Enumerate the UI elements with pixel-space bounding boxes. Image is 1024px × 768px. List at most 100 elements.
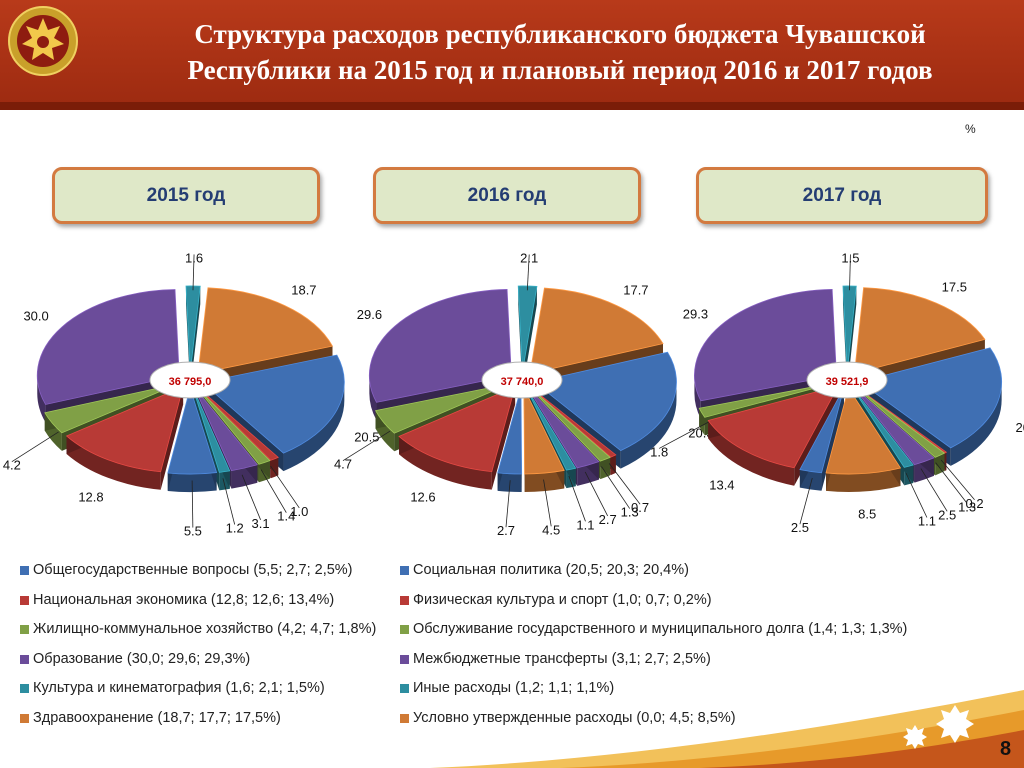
pie-slice-side: [283, 382, 345, 472]
pie-slice: Общегосударственные вопросы: 2.5: [799, 387, 845, 474]
slice-value-label: 1.0: [290, 504, 308, 519]
slice-value-label: 1.4: [277, 509, 295, 524]
legend-label: Социальная политика (20,5; 20,3; 20,4%): [413, 562, 689, 578]
label-leader-line: [526, 254, 530, 291]
legend-label: Здравоохранение (18,7; 17,7; 17,5%): [33, 709, 281, 726]
pie-slice: Здравоохранение: 18.7: [197, 287, 334, 375]
label-leader-line: [270, 465, 300, 509]
legend-right: Социальная политика (20,5; 20,3; 20,4%) Ф…: [400, 560, 1000, 730]
label-leader-line: [543, 479, 552, 527]
year-box-2015: 2015 год: [52, 167, 320, 224]
label-leader-line: [849, 254, 851, 291]
legend-label: Образование (30,0; 29,6; 29,3%): [33, 650, 251, 667]
pie-slice: Межбюджетные трансферты: 2.5: [853, 386, 935, 466]
total-label: 36 795,0: [169, 376, 212, 388]
pie-slice-side: [399, 436, 492, 490]
legend-left: Общегосударственные вопросы (5,5; 2,7; 2…: [20, 560, 390, 730]
slice-value-label: 12.6: [410, 490, 435, 505]
pie-slice: Национальная экономика: 12.8: [65, 386, 184, 473]
pie-slice: Условно утвержденные расходы: 8.5: [825, 387, 902, 475]
label-leader-line: [192, 254, 195, 291]
pie-slice: Иные расходы: 1.1: [851, 387, 914, 468]
slice-value-label: 30.0: [23, 308, 48, 323]
year-box-2016: 2016 год: [373, 167, 641, 224]
slice-value-label: 1.5: [841, 250, 859, 265]
slice-value-label: 2.7: [497, 523, 515, 538]
pie-slice: Условно утвержденные расходы: 4.5: [523, 387, 565, 475]
pie-slice: Межбюджетные трансферты: 3.1: [194, 387, 258, 472]
footer-decoration: [430, 690, 1024, 768]
pie-slice: Социальная политика: 20.5: [201, 354, 345, 454]
legend-label: Физическая культура и спорт (1,0; 0,7; 0…: [413, 591, 712, 608]
slice-value-label: 2.5: [938, 507, 956, 522]
pie-slice: Образование: 30: [36, 289, 180, 405]
legend-label: Обслуживание государственного и муниципа…: [413, 621, 908, 637]
pie-slice-side: [66, 435, 161, 490]
legend-swatch: [20, 713, 29, 723]
year-box-2017: 2017 год: [696, 167, 988, 224]
legend-label: Культура и кинематография (1,6; 2,1; 1,5…: [33, 680, 325, 696]
pie-slice: Физическая культура и спорт: 1: [196, 386, 279, 461]
pie-chart-2: Культура и кинематография: 2.1Здравоохра…: [334, 250, 714, 538]
label-leader-line: [505, 480, 511, 528]
slice-value-label: 1.1: [918, 513, 936, 528]
title-line-2: Республики на 2015 год и плановый период…: [187, 55, 933, 85]
slice-value-label: 13.4: [709, 478, 734, 493]
slice-value-label: 18.7: [291, 283, 316, 298]
total-label-bg: [481, 361, 563, 399]
slice-value-label: 8.5: [858, 506, 876, 521]
slice-value-label: 3.1: [252, 516, 270, 531]
pie-slice-side: [524, 470, 565, 492]
title-line-1: Структура расходов республиканского бюдж…: [194, 19, 926, 49]
slice-value-label: 4.5: [542, 522, 560, 537]
pie-slice-side: [369, 375, 377, 421]
pie-slice: Общегосударственные вопросы: 5.5: [167, 386, 218, 475]
star-ornament-icon: [903, 705, 974, 749]
slice-value-label: 20.4: [1016, 420, 1024, 435]
pie-slice: Национальная экономика: 12.6: [398, 386, 516, 473]
slice-value-label: 20.5: [354, 429, 379, 444]
pie-slice: Физическая культура и спорт: 0.7: [529, 386, 617, 458]
slice-value-label: 29.6: [357, 307, 382, 322]
legend-swatch: [20, 625, 29, 634]
label-leader-line: [935, 462, 968, 504]
pie-slice: Жилищно-коммунальное хозяйство: 4.2: [44, 383, 179, 434]
pie-chart-3: Культура и кинематография: 1.5Здравоохра…: [650, 250, 1024, 535]
pie-slice: Обслуживание государственного и муниципа…: [195, 386, 271, 465]
slice-value-label: 17.5: [942, 280, 967, 295]
slice-value-label: 17.7: [623, 283, 648, 298]
legend-swatch: [20, 566, 29, 575]
pie-slice-side: [37, 375, 46, 423]
slice-value-label: 0.2: [966, 496, 984, 511]
label-leader-line: [568, 475, 586, 522]
label-leader-line: [940, 459, 975, 501]
pie-slice: Иные расходы: 1.1: [525, 387, 577, 471]
legend-label: Иные расходы (1,2; 1,1; 1,1%): [413, 680, 615, 696]
label-leader-line: [222, 478, 236, 525]
pie-slice: Здравоохранение: 17.7: [529, 287, 664, 375]
pie-chart-1: Культура и кинематография: 1.6Здравоохра…: [3, 250, 380, 538]
pie-slice: Образование: 29.3: [694, 288, 837, 402]
slice-value-label: 1.3: [958, 499, 976, 514]
total-label: 37 740,0: [501, 376, 544, 388]
label-leader-line: [608, 463, 641, 505]
legend-swatch: [400, 625, 409, 634]
pie-slice: Жилищно-коммунальное хозяйство: 1.8: [698, 382, 835, 418]
slice-value-label: 1.1: [576, 517, 594, 532]
pie-slice: Образование: 29.6: [368, 289, 512, 403]
label-leader-line: [658, 421, 709, 449]
label-leader-line: [920, 468, 948, 512]
label-leader-line: [342, 430, 391, 462]
slice-value-label: 29.3: [683, 306, 708, 321]
legend-label: Национальная экономика (12,8; 12,6; 13,4…: [33, 591, 335, 608]
pie-slice: Обслуживание государственного и муниципа…: [528, 386, 611, 462]
unit-label: %: [965, 122, 976, 136]
pie-slice-side: [708, 420, 795, 486]
slice-value-label: 4.2: [3, 458, 21, 473]
pie-slice: Иные расходы: 1.2: [192, 387, 231, 473]
label-leader-line: [241, 474, 261, 520]
label-leader-line: [11, 431, 59, 463]
total-label: 39 521,9: [826, 376, 869, 388]
chuvashia-emblem-icon: [8, 6, 78, 76]
slice-value-label: 2.5: [791, 520, 809, 535]
